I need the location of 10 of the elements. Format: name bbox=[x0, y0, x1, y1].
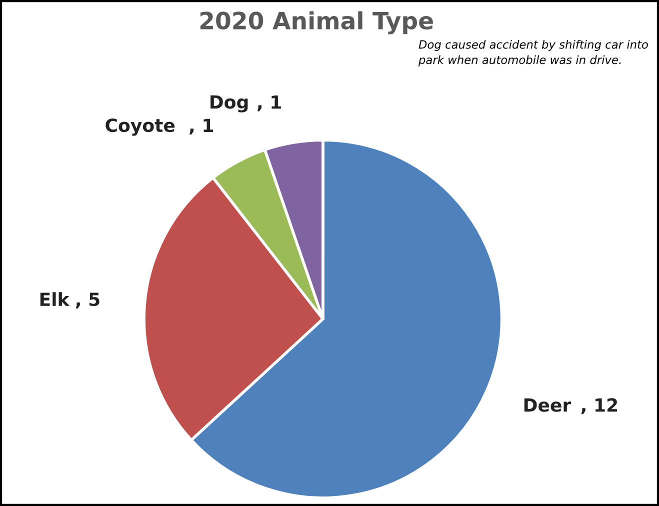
slice-label: Dog bbox=[210, 95, 248, 112]
chart-title: 2020 Animal Type bbox=[200, 11, 433, 34]
data-label: , 5 bbox=[76, 292, 100, 308]
slice-label: Deer bbox=[524, 398, 572, 412]
text: Dog caused accident by shifting car into park when automobile was in drive. bbox=[418, 40, 648, 66]
data-label: , 12 bbox=[581, 398, 618, 414]
data-label: , 1 bbox=[190, 118, 214, 135]
slice-label: Elk bbox=[40, 292, 70, 306]
data-label: , 1 bbox=[257, 96, 281, 112]
slice-label: Coyote bbox=[106, 118, 175, 136]
